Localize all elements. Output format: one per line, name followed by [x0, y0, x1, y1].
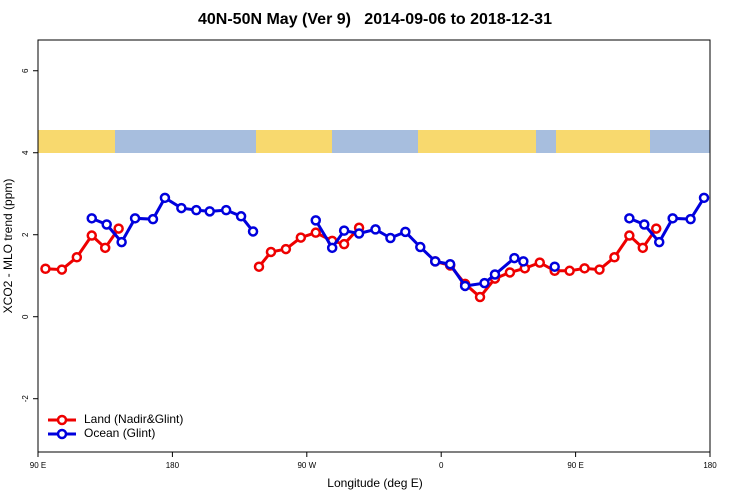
point	[247, 226, 259, 237]
x-tick-label: 180	[703, 461, 717, 470]
y-tick-label: 6	[21, 68, 30, 73]
point	[86, 213, 98, 224]
point	[504, 267, 516, 278]
point	[326, 242, 338, 254]
point	[176, 202, 187, 214]
point	[624, 213, 635, 224]
map-strip	[38, 130, 710, 153]
point	[637, 242, 649, 254]
point	[147, 213, 159, 225]
point	[116, 236, 127, 248]
point	[353, 228, 365, 239]
map-land	[38, 130, 115, 153]
point	[129, 213, 141, 224]
point	[113, 223, 124, 234]
point	[650, 223, 662, 234]
y-axis-label: XCO2 - MLO trend (ppm)	[1, 179, 15, 314]
point	[509, 252, 520, 264]
chart-title: 40N-50N May (Ver 9) 2014-09-06 to 2018-1…	[198, 11, 552, 28]
legend-marker	[56, 428, 68, 440]
point	[235, 211, 247, 222]
point	[479, 277, 490, 289]
map-land	[418, 130, 536, 153]
y-tick-label: 2	[21, 232, 30, 237]
point	[415, 241, 426, 253]
point	[370, 224, 381, 235]
point	[429, 256, 441, 267]
x-tick-label: 90 W	[297, 461, 316, 470]
point	[310, 227, 322, 238]
point	[609, 252, 620, 263]
plot-frame	[37, 39, 711, 453]
point	[639, 219, 650, 230]
legend-marker	[56, 414, 68, 426]
map-ocean	[38, 130, 710, 153]
map-land	[556, 130, 650, 153]
map-land	[256, 130, 332, 153]
point	[667, 213, 678, 224]
point	[685, 213, 696, 225]
point	[489, 269, 501, 280]
point	[594, 264, 605, 275]
point	[56, 264, 68, 275]
point	[338, 225, 350, 236]
point	[624, 230, 635, 241]
point	[518, 256, 529, 267]
point	[579, 263, 590, 274]
point	[101, 219, 112, 230]
x-tick-label: 90 E	[30, 461, 46, 470]
point	[71, 252, 83, 263]
point	[653, 236, 665, 248]
x-tick-label: 0	[439, 461, 444, 470]
point	[338, 238, 350, 250]
y-tick-label: 4	[21, 150, 30, 155]
point	[220, 204, 232, 216]
x-tick-label: 90 E	[567, 461, 583, 470]
point	[534, 257, 546, 268]
legend-label: Land (Nadir&Glint)	[84, 412, 183, 426]
point	[191, 204, 202, 216]
y-tick-label: -2	[21, 395, 30, 403]
point	[385, 232, 396, 244]
point	[159, 192, 171, 204]
point	[86, 230, 98, 241]
point	[564, 265, 575, 277]
x-axis-label: Longitude (deg E)	[327, 476, 422, 490]
point	[400, 226, 411, 238]
point	[698, 192, 710, 204]
point	[459, 280, 471, 292]
point	[253, 261, 265, 272]
legend-label: Ocean (Glint)	[84, 426, 155, 440]
x-tick-label: 180	[166, 461, 180, 470]
point	[99, 242, 111, 254]
point	[310, 215, 322, 226]
point	[549, 261, 560, 272]
point	[40, 263, 51, 275]
series-line	[45, 226, 658, 300]
point	[280, 243, 292, 255]
point	[444, 258, 456, 270]
y-tick-label: 0	[21, 314, 30, 319]
point	[204, 206, 215, 217]
point	[474, 291, 486, 303]
point	[265, 246, 277, 258]
point	[295, 232, 307, 243]
